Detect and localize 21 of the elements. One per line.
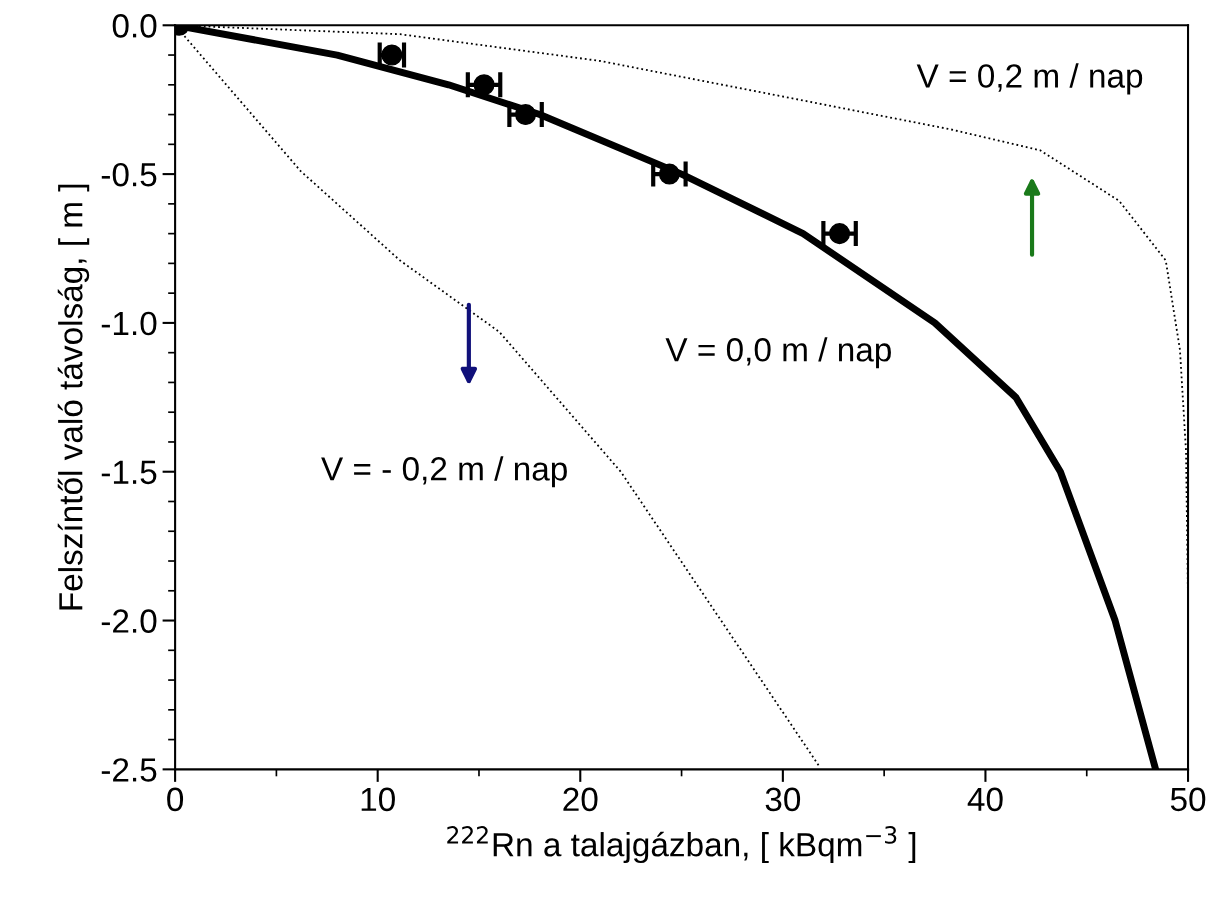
x-tick-label: 20 — [563, 787, 598, 812]
x-tick-label: 50 — [1170, 787, 1206, 812]
y-tick-label: -2.5 — [101, 758, 157, 782]
point — [473, 74, 495, 96]
y-tick-label: -2.0 — [101, 609, 157, 633]
y-tick-label: -0.5 — [101, 162, 157, 187]
y-axis-title: Felszíntől való távolság, [ m ] — [57, 184, 90, 610]
point — [515, 104, 537, 126]
point — [829, 223, 851, 245]
y-tick-label: -1.5 — [101, 460, 157, 485]
annotation: V = 0,0 m / nap — [665, 337, 891, 369]
x-tick-label: 0 — [167, 787, 184, 812]
annotation: V = - 0,2 m / nap — [321, 456, 567, 488]
y-tick-label: -1.0 — [101, 311, 157, 336]
x-tick-label: 40 — [967, 787, 1003, 812]
x-axis-title: $^{222}$Rn a talajgázban, [ kBqm$^{−3}$ ] — [447, 826, 916, 864]
x-tick-label: 30 — [765, 787, 801, 812]
point — [658, 163, 680, 185]
x-tick-label: 10 — [361, 787, 395, 812]
y-tick-label: 0.0 — [112, 14, 157, 38]
annotation: V = 0,2 m / nap — [916, 63, 1143, 95]
